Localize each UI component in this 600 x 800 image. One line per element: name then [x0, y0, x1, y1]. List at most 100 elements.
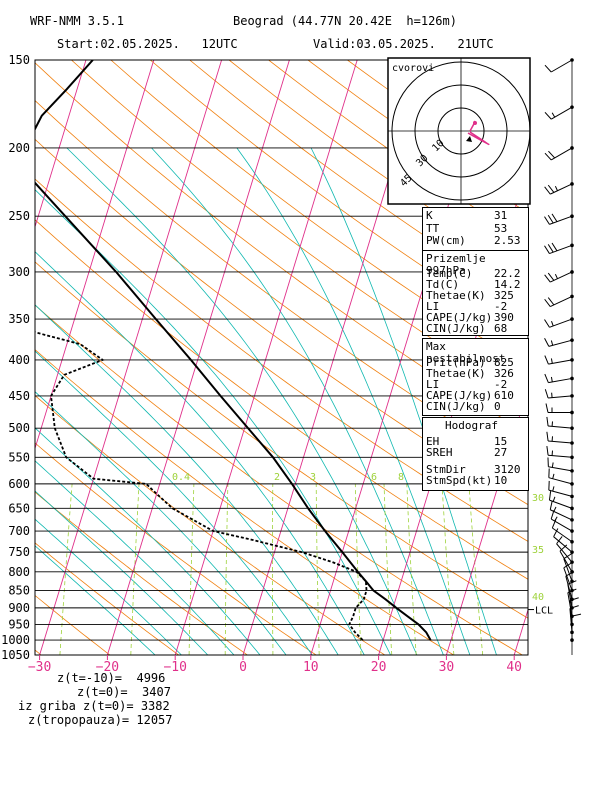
max-instability-title: Max nestabilnost [426, 340, 506, 365]
temp-tick-label: −20 [96, 660, 119, 675]
isotherm [39, 60, 223, 655]
hodograph-stats-box: Hodograf EH 15 SREH 27 StmDir 3120 StmSpd(k… [422, 417, 529, 491]
wind-barb [545, 403, 574, 415]
mixing-ratio-line [468, 483, 484, 655]
max-instability-key: CIN(J/kg) [426, 400, 486, 413]
wind-barb [546, 431, 574, 445]
indices-box: K 31 TT 53 PW(cm) 2.53 [422, 207, 529, 251]
pressure-tick-label: 550 [8, 450, 30, 464]
surface-value: 68 [494, 322, 508, 335]
wind-barb [544, 317, 574, 328]
z-zero-level: z(t=0)= 3407 [77, 685, 171, 699]
hodograph-label: cvorovi [392, 63, 434, 74]
isotherm [35, 60, 87, 229]
pressure-tick-label: 400 [8, 353, 30, 367]
surface-title: Prizemlje 997hPa [426, 252, 486, 277]
mixing-ratio-label: 6 [371, 472, 377, 483]
wind-barb [546, 445, 574, 460]
wind-barb [544, 213, 574, 225]
pressure-tick-label: 600 [8, 477, 30, 491]
moist-adiabat [151, 147, 444, 655]
surface-key: Td(C) [426, 278, 460, 291]
max-instability-value: 0 [494, 400, 501, 413]
hodograph-stats-value: 3120 [494, 463, 521, 476]
start-time: Start:02.05.2025. 12UTC [57, 37, 238, 51]
mixing-ratio-line [354, 483, 362, 655]
wind-barb [550, 510, 574, 533]
pressure-tick-label: 450 [8, 389, 30, 403]
index-row-pw: PW(cm) 2.53 [426, 235, 525, 246]
hodograph-stats-value: 10 [494, 474, 508, 487]
pressure-tick-label: 650 [8, 501, 30, 515]
moist-adiabat [35, 427, 261, 655]
valid-time: Valid:03.05.2025. 21UTC [313, 37, 494, 51]
surface-row: CAPE(J/kg) 390 [426, 312, 525, 323]
temp-tick-label: 20 [371, 660, 387, 675]
max-instability-row: Prit(hPa) 825 [426, 357, 525, 368]
z-minus10-level: z(t=-10)= 4996 [57, 671, 166, 685]
pressure-tick-label: 300 [8, 265, 30, 279]
mixing-ratio-line [441, 483, 455, 655]
surface-key: CIN(J/kg) [426, 322, 486, 335]
mixing-ratio-label: 0.4 [172, 472, 190, 483]
moist-adiabat [35, 460, 235, 655]
surface-box: Prizemlje 997hPa Temp(C) 22.2 Td(C) 14.2 T… [422, 250, 529, 336]
pressure-tick-label: 850 [8, 583, 30, 597]
surface-value: 325 [494, 289, 514, 302]
moist-adiabat [35, 251, 365, 655]
moist-adiabat [66, 147, 418, 655]
index-value: 53 [494, 222, 508, 235]
hodograph-stats-row: EH 15 [426, 436, 525, 447]
moist-adiabat [35, 518, 182, 655]
index-value: 31 [494, 209, 508, 222]
mixing-ratio-label: 8 [398, 472, 404, 483]
hodograph-stats-value: 27 [494, 446, 508, 459]
pressure-tick-label: 250 [8, 209, 30, 223]
tropopause-height: z(tropopauza)= 12057 [28, 713, 173, 727]
moist-adiabat [35, 545, 156, 655]
wind-barb [548, 468, 574, 486]
isotherm [582, 60, 600, 655]
index-value: 2.53 [494, 234, 521, 247]
dry-adiabat [35, 442, 317, 655]
barb-speed-label: 35 [532, 545, 544, 556]
hodograph-stats-key: SREH [426, 446, 453, 459]
wind-barb [544, 242, 574, 255]
hodograph-stats-row: StmSpd(kt) 10 [426, 475, 525, 486]
max-instability-value: 326 [494, 367, 514, 380]
isotherm [106, 60, 290, 655]
wind-barb [547, 457, 574, 473]
storm-motion-marker [466, 136, 472, 142]
max-instability-value: 610 [494, 389, 514, 402]
dry-adiabat [584, 60, 600, 655]
mixing-ratio-line [59, 483, 73, 655]
pressure-tick-label: 700 [8, 524, 30, 538]
surface-key: Temp(C) [426, 267, 473, 280]
surface-row: LI -2 [426, 301, 525, 312]
max-instability-row: Thetae(K) 326 [426, 368, 525, 379]
surface-key: Thetae(K) [426, 289, 486, 302]
surface-key: LI [426, 300, 440, 313]
wind-barb [544, 355, 574, 365]
hodograph-stats-key: StmDir [426, 463, 466, 476]
max-instability-box: Max nestabilnost Prit(hPa) 825 Thetae(K) 3… [422, 338, 529, 416]
moist-adiabat [35, 490, 209, 655]
index-row-tt: TT 53 [426, 223, 525, 234]
isotherm [445, 386, 528, 655]
wind-barb [544, 270, 574, 283]
model-title: WRF-NMM 3.5.1 [30, 14, 124, 28]
surface-value: 390 [494, 311, 514, 324]
lcl-label: LCL [535, 606, 553, 617]
max-instability-key: Prit(hPa) [426, 356, 486, 369]
wind-barb [544, 182, 574, 195]
max-instability-row: LI -2 [426, 379, 525, 390]
pressure-tick-label: 200 [8, 141, 30, 155]
pressure-tick-label: 1000 [1, 633, 30, 647]
moist-adiabat [236, 147, 471, 655]
wind-barb [544, 105, 574, 120]
mixing-ratio-line [406, 483, 417, 655]
wind-barb [544, 389, 574, 399]
temp-tick-label: 30 [439, 660, 455, 675]
surface-key: CAPE(J/kg) [426, 311, 493, 324]
